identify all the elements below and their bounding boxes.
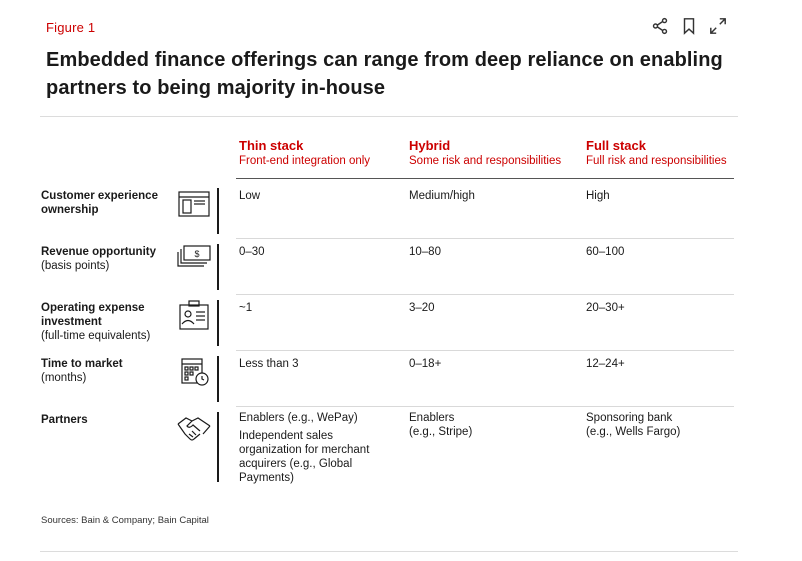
cell-text-extra: Independent sales organization for merch… [239,430,370,484]
toolbar [650,16,728,36]
cell-full-stack: 20–30+ [586,302,625,314]
sources-note: Sources: Bain & Company; Bain Capital [41,515,209,526]
svg-text:$: $ [194,249,199,259]
row-label-revenue-opportunity: Revenue opportunity (basis points) [41,245,176,273]
column-header-full-stack: Full stack Full risk and responsibilitie… [586,138,727,169]
cell-text: Enablers (e.g., WePay) [239,412,358,424]
row-divider-vertical [217,412,219,482]
share-icon[interactable] [650,16,670,36]
cell-full-stack: High [586,190,610,202]
calendar-clock-icon [172,353,216,389]
row-label-customer-experience: Customer experience ownership [41,189,169,217]
row-label-bold: Customer experience ownership [41,190,158,216]
row-divider-vertical [217,300,219,346]
column-header-thin-stack: Thin stack Front-end integration only [239,138,370,169]
row-label-bold: Revenue opportunity [41,246,157,258]
cell-thin-stack: Low [239,190,261,202]
bottom-divider [40,551,738,552]
cell-full-stack: 12–24+ [586,358,625,370]
browser-window-icon [172,186,216,222]
header-divider [236,178,734,179]
cell-hybrid: 10–80 [409,246,441,258]
cell-full-stack: Sponsoring bank (e.g., Wells Fargo) [586,412,681,438]
column-subtitle: Some risk and responsibilities [409,155,562,167]
row-label-normal: (months) [41,372,87,384]
row-divider [236,406,734,407]
cell-thin-stack: Enablers (e.g., WePay) Independent sales… [239,411,399,485]
column-header-hybrid: Hybrid Some risk and responsibilities [409,138,561,169]
row-label-bold: Partners [41,414,88,426]
column-subtitle: Full risk and responsibilities [586,155,727,167]
row-divider [236,350,734,351]
row-label-partners: Partners [41,413,171,427]
expand-icon[interactable] [708,16,728,36]
row-divider-vertical [217,356,219,402]
row-divider [236,238,734,239]
cell-thin-stack: Less than 3 [239,358,299,370]
bookmark-icon[interactable] [679,16,699,36]
top-divider [40,116,738,117]
cell-hybrid: Medium/high [409,190,475,202]
page-title: Embedded finance offerings can range fro… [46,49,723,99]
row-label-bold: Operating expense investment [41,302,145,328]
row-divider-vertical [217,188,219,234]
row-divider-vertical [217,244,219,290]
cell-hybrid: Enablers (e.g., Stripe) [409,412,473,438]
column-name: Hybrid [409,138,451,153]
dollar-bills-icon: $ [172,238,216,274]
row-label-time-to-market: Time to market (months) [41,357,171,385]
id-badge-icon [172,297,216,333]
row-label-operating-expense: Operating expense investment (full-time … [41,301,171,343]
cell-full-stack: 60–100 [586,246,625,258]
row-label-normal: (basis points) [41,260,110,272]
cell-thin-stack: 0–30 [239,246,265,258]
column-subtitle: Front-end integration only [239,155,371,167]
figure-label: Figure 1 [46,20,96,35]
row-label-normal: (full-time equivalents) [41,330,151,342]
row-label-bold: Time to market [41,358,123,370]
cell-hybrid: 0–18+ [409,358,442,370]
cell-thin-stack: ~1 [239,302,253,314]
column-name: Full stack [586,138,646,153]
handshake-icon [172,410,216,446]
row-divider [236,294,734,295]
cell-hybrid: 3–20 [409,302,435,314]
column-name: Thin stack [239,138,304,153]
